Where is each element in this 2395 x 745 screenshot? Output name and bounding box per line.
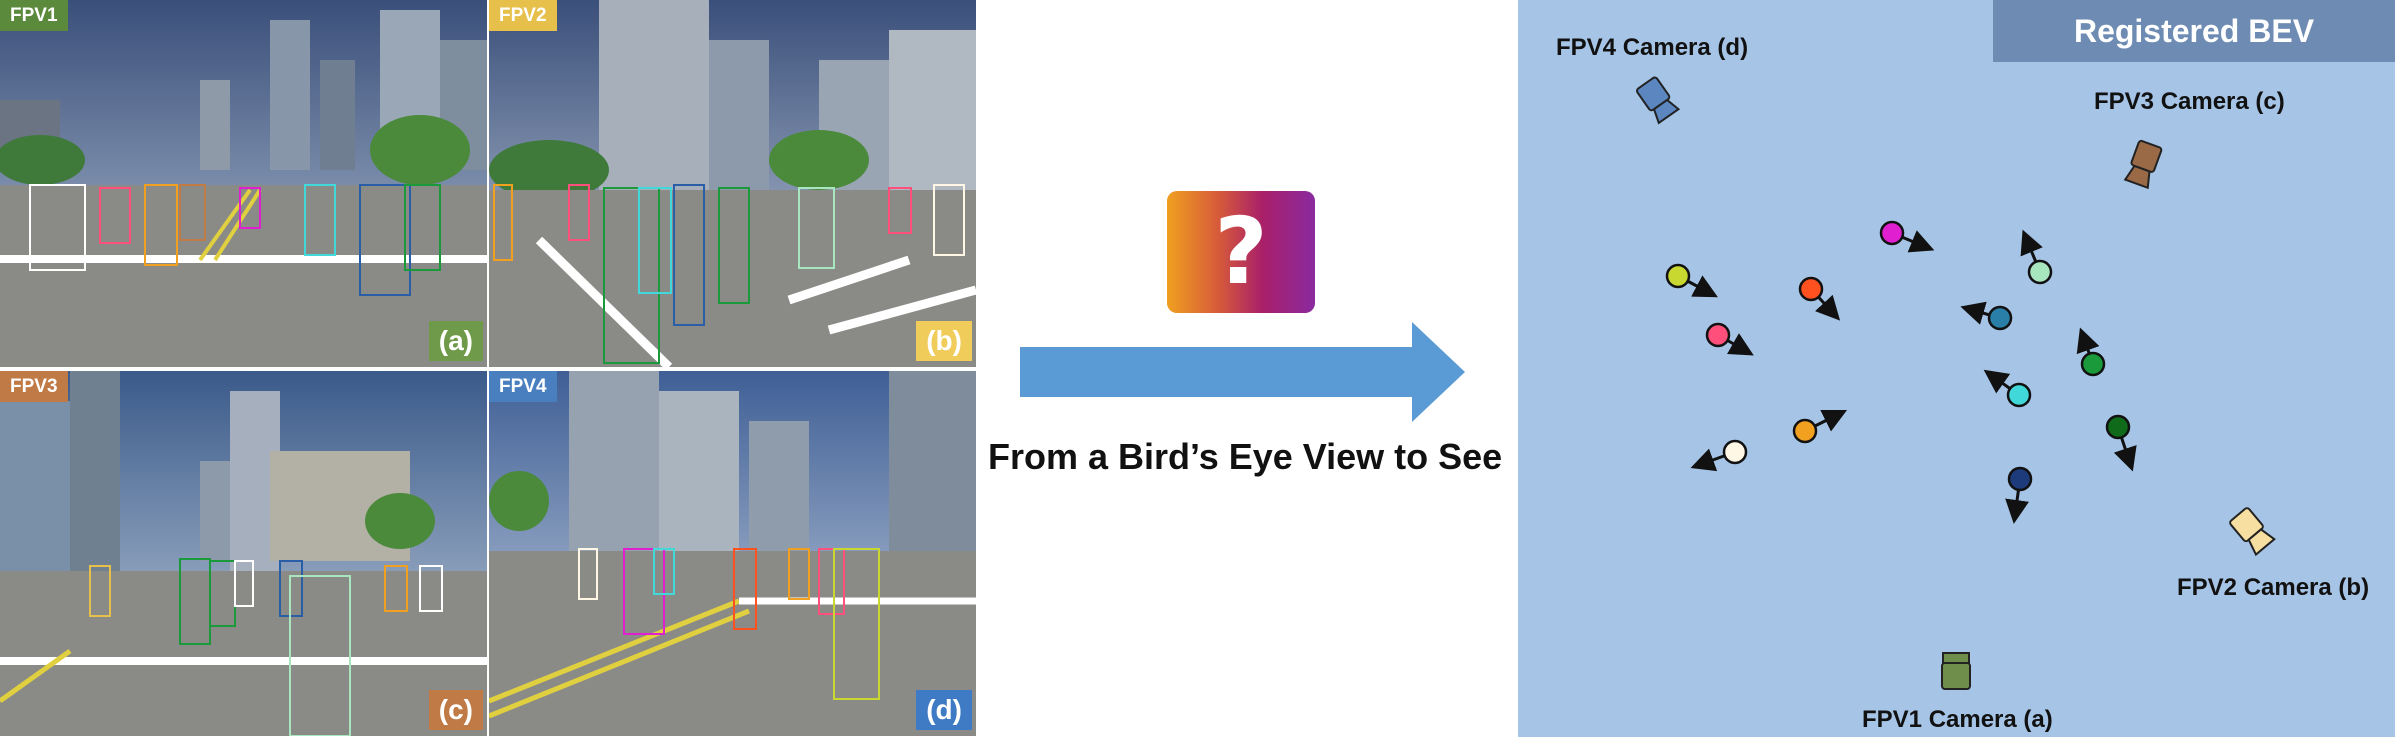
fpv1-camera-label: FPV1 Camera (a) [1862, 706, 2053, 733]
fpv2-corner-label: (b) [916, 321, 972, 361]
fpv1-scene [0, 0, 487, 367]
bev-map [1636, 76, 2276, 690]
fpv1-panel: FPV1 (a) [0, 0, 487, 367]
fpv3-scene [0, 371, 487, 736]
bev-panel: Registered BEV [1518, 0, 2395, 737]
fpv4-tag: FPV4 [489, 371, 557, 402]
fpv4-camera-icon [1636, 76, 1681, 125]
fpv3-camera-label: FPV3 Camera (c) [2094, 88, 2285, 115]
fpv2-scene [489, 0, 976, 367]
question-mark-icon: ? [1167, 191, 1315, 313]
fpv1-corner-label: (a) [428, 321, 483, 361]
fpv1-camera-icon [1941, 652, 1971, 690]
fpv3-tag: FPV3 [0, 371, 68, 402]
fpv4-camera-label: FPV4 Camera (d) [1556, 34, 1749, 61]
fpv2-camera-icon [2229, 507, 2276, 557]
pedestrian-dots [1665, 220, 2131, 492]
pedestrian-arrows [1677, 229, 2137, 524]
fpv4-scene [489, 371, 976, 736]
fpv2-panel: FPV2 (b) [489, 0, 976, 367]
fpv4-corner-label: (d) [916, 690, 972, 730]
fpv1-tag: FPV1 [0, 0, 68, 31]
fpv3-corner-label: (c) [428, 690, 483, 730]
fpv2-camera-label: FPV2 Camera (b) [2177, 574, 2370, 601]
fpv4-panel: FPV4 (d) [489, 371, 976, 736]
fpv3-camera-icon [2123, 139, 2163, 190]
middle-caption: From a Bird’s Eye View to See [988, 436, 1503, 477]
question-glyph: ? [1214, 198, 1268, 305]
right-arrow-icon [1020, 322, 1465, 422]
fpv2-tag: FPV2 [489, 0, 557, 31]
fpv3-panel: FPV3 (c) [0, 371, 487, 736]
bev-title: Registered BEV [1993, 0, 2395, 62]
